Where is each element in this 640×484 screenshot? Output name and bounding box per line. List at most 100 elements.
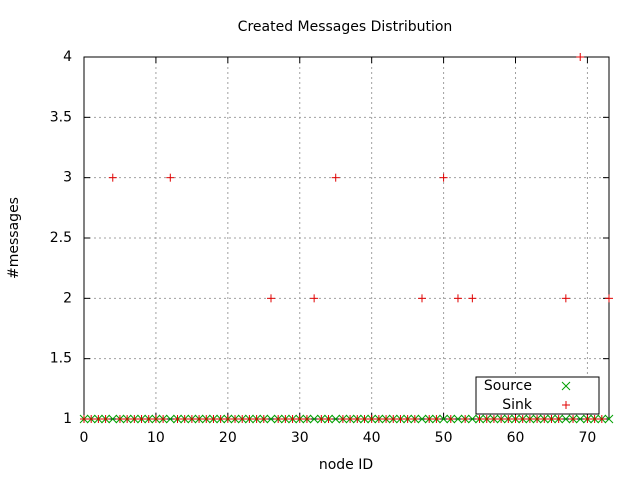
- x-tick-label: 0: [80, 430, 89, 446]
- point: [374, 415, 383, 423]
- point: [504, 415, 513, 423]
- point: [569, 415, 578, 423]
- point: [209, 415, 218, 423]
- point: [425, 415, 434, 423]
- marker-stroke: [417, 414, 427, 424]
- y-tick-label: 1.5: [50, 351, 72, 367]
- point: [123, 415, 132, 423]
- y-tick-label: 1: [63, 411, 72, 427]
- x-axis-label: node ID: [319, 457, 373, 473]
- point: [533, 415, 542, 423]
- point: [274, 415, 283, 423]
- point: [130, 415, 139, 423]
- point: [310, 294, 319, 303]
- marker-stroke: [575, 414, 585, 424]
- point: [489, 415, 498, 423]
- point: [187, 415, 196, 423]
- point: [202, 415, 211, 423]
- point: [468, 414, 477, 424]
- point: [165, 414, 175, 424]
- point: [346, 415, 355, 423]
- point: [453, 414, 463, 424]
- point: [309, 414, 319, 424]
- point: [101, 415, 110, 423]
- y-tick-label: 2.5: [50, 230, 72, 246]
- point: [108, 414, 118, 424]
- point: [561, 414, 571, 424]
- marker-stroke: [108, 414, 118, 424]
- point: [540, 415, 549, 423]
- legend-marker: [562, 401, 570, 409]
- legend-box: [475, 376, 600, 415]
- marker-stroke: [468, 414, 477, 424]
- x-tick-label: 30: [291, 430, 309, 446]
- point: [94, 415, 103, 423]
- point: [80, 415, 88, 423]
- point: [331, 414, 341, 424]
- point: [360, 415, 369, 423]
- marker-stroke: [561, 414, 571, 424]
- point: [137, 415, 146, 423]
- point: [245, 415, 254, 423]
- point: [432, 415, 441, 423]
- point: [281, 415, 290, 423]
- x-tick-label: 20: [219, 430, 237, 446]
- point: [482, 415, 491, 423]
- point: [159, 415, 168, 423]
- point: [418, 294, 427, 303]
- point: [115, 415, 124, 423]
- point: [497, 415, 506, 423]
- x-tick-label: 50: [435, 430, 453, 446]
- point: [511, 415, 520, 423]
- marker-stroke: [309, 414, 319, 424]
- point: [324, 415, 333, 423]
- x-tick-label: 40: [363, 430, 381, 446]
- point: [87, 415, 96, 423]
- chart-title: Created Messages Distribution: [238, 19, 453, 35]
- point: [396, 415, 405, 423]
- point: [266, 294, 275, 303]
- point: [151, 415, 160, 423]
- point: [223, 415, 232, 423]
- marker-stroke: [165, 414, 175, 424]
- point: [144, 415, 153, 423]
- x-tick-label: 10: [147, 430, 165, 446]
- y-tick-label: 3: [63, 170, 72, 186]
- point: [446, 415, 455, 423]
- y-axis-label: #messages: [6, 197, 22, 279]
- point: [389, 415, 398, 423]
- point: [108, 173, 117, 182]
- point: [302, 415, 311, 423]
- point: [605, 294, 613, 303]
- point: [295, 415, 304, 423]
- point: [382, 415, 391, 423]
- point: [468, 294, 477, 303]
- y-tick-label: 3.5: [50, 109, 72, 125]
- point: [173, 415, 182, 423]
- legend-label: Sink: [502, 397, 533, 413]
- marker-stroke: [561, 381, 571, 391]
- marker-stroke: [266, 414, 276, 424]
- point: [461, 415, 470, 423]
- point: [410, 415, 419, 423]
- point: [475, 415, 484, 423]
- point: [317, 415, 326, 423]
- marker-stroke: [331, 414, 341, 424]
- point: [338, 415, 347, 423]
- point: [590, 415, 599, 423]
- point: [561, 294, 570, 303]
- point: [453, 294, 462, 303]
- point: [195, 415, 204, 423]
- point: [331, 173, 340, 182]
- x-tick-label: 60: [507, 430, 525, 446]
- point: [367, 415, 376, 423]
- point: [597, 415, 606, 423]
- point: [259, 415, 268, 423]
- point: [525, 415, 534, 423]
- point: [288, 415, 297, 423]
- point: [583, 415, 592, 423]
- legend-label: Source: [484, 378, 532, 394]
- point: [417, 414, 427, 424]
- point: [518, 415, 527, 423]
